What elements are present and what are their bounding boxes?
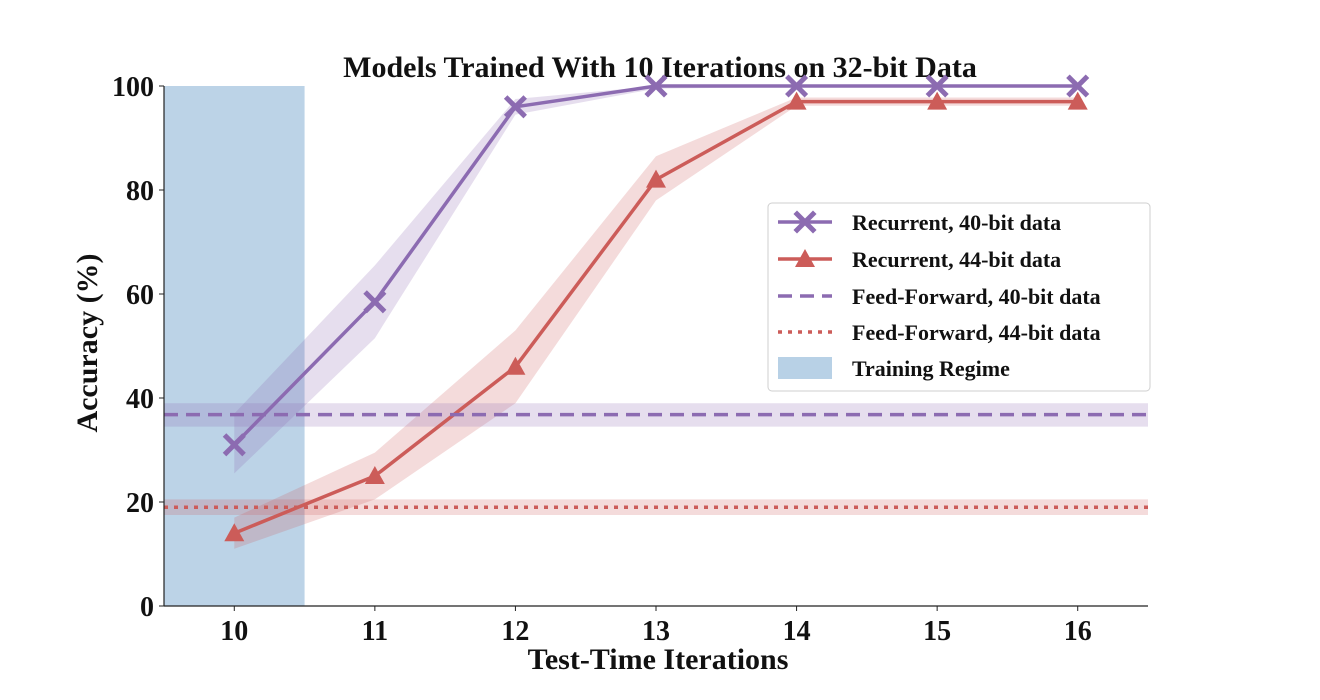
plot-area: 10 11 12 13 14 15 16 0 20 40 60 80 100 (112, 72, 1148, 647)
data-point-s1-16 (1066, 74, 1090, 98)
y-tick-label: 40 (126, 384, 154, 415)
x-tick-label: 14 (783, 616, 811, 647)
x-tick-label: 10 (220, 616, 248, 647)
legend-entry-5: Training Regime (778, 356, 1010, 381)
legend-marker-x (793, 210, 817, 234)
data-point-s1-15 (925, 74, 949, 98)
x-tick-label: 15 (923, 616, 951, 647)
legend: Recurrent, 40-bit data Recurrent, 44-bit … (767, 202, 1151, 392)
x-tick-label: 16 (1064, 616, 1092, 647)
data-point-s1-11 (363, 290, 387, 314)
legend-entry-2: Recurrent, 44-bit data (778, 247, 1061, 272)
y-tick-label: 0 (140, 592, 154, 623)
x-tick-label: 11 (362, 616, 388, 647)
x-tick-label: 13 (642, 616, 670, 647)
data-point-s2-16 (1067, 91, 1088, 110)
data-point-s1-13 (644, 74, 668, 98)
data-point-s1-14 (785, 74, 809, 98)
y-tick-label: 100 (112, 72, 154, 103)
legend-label: Recurrent, 44-bit data (852, 247, 1061, 272)
data-point-s2-11 (364, 466, 385, 484)
data-point-s2-13 (646, 169, 666, 188)
training-regime-region (164, 86, 305, 606)
data-point-s1-10 (222, 433, 246, 457)
confidence-band-1 (234, 86, 1078, 474)
confidence-band-2 (234, 97, 1078, 549)
y-tick-label: 20 (126, 488, 154, 519)
data-point-s2-14 (786, 91, 807, 110)
legend-marker-triangle (795, 249, 815, 267)
legend-entry-4: Feed-Forward, 44-bit data (778, 320, 1101, 345)
data-point-s1-12 (503, 95, 527, 119)
x-axis-label: Test-Time Iterations (528, 643, 789, 676)
legend-entry-1: Recurrent, 40-bit data (778, 210, 1061, 235)
y-axis-label: Accuracy (%) (71, 253, 104, 432)
y-tick-label: 60 (126, 280, 154, 311)
data-point-s2-15 (927, 91, 948, 110)
x-tick-label: 12 (501, 616, 529, 647)
data-point-s2-10 (224, 523, 245, 542)
legend-swatch-region (778, 357, 832, 379)
legend-label: Recurrent, 40-bit data (852, 210, 1061, 235)
legend-label: Training Regime (852, 356, 1010, 381)
legend-label: Feed-Forward, 44-bit data (852, 320, 1101, 345)
legend-label: Feed-Forward, 40-bit data (852, 284, 1101, 309)
legend-box (767, 202, 1151, 392)
y-tick-label: 80 (126, 176, 154, 207)
legend-entry-3: Feed-Forward, 40-bit data (778, 284, 1101, 309)
data-point-s2-12 (505, 356, 526, 375)
